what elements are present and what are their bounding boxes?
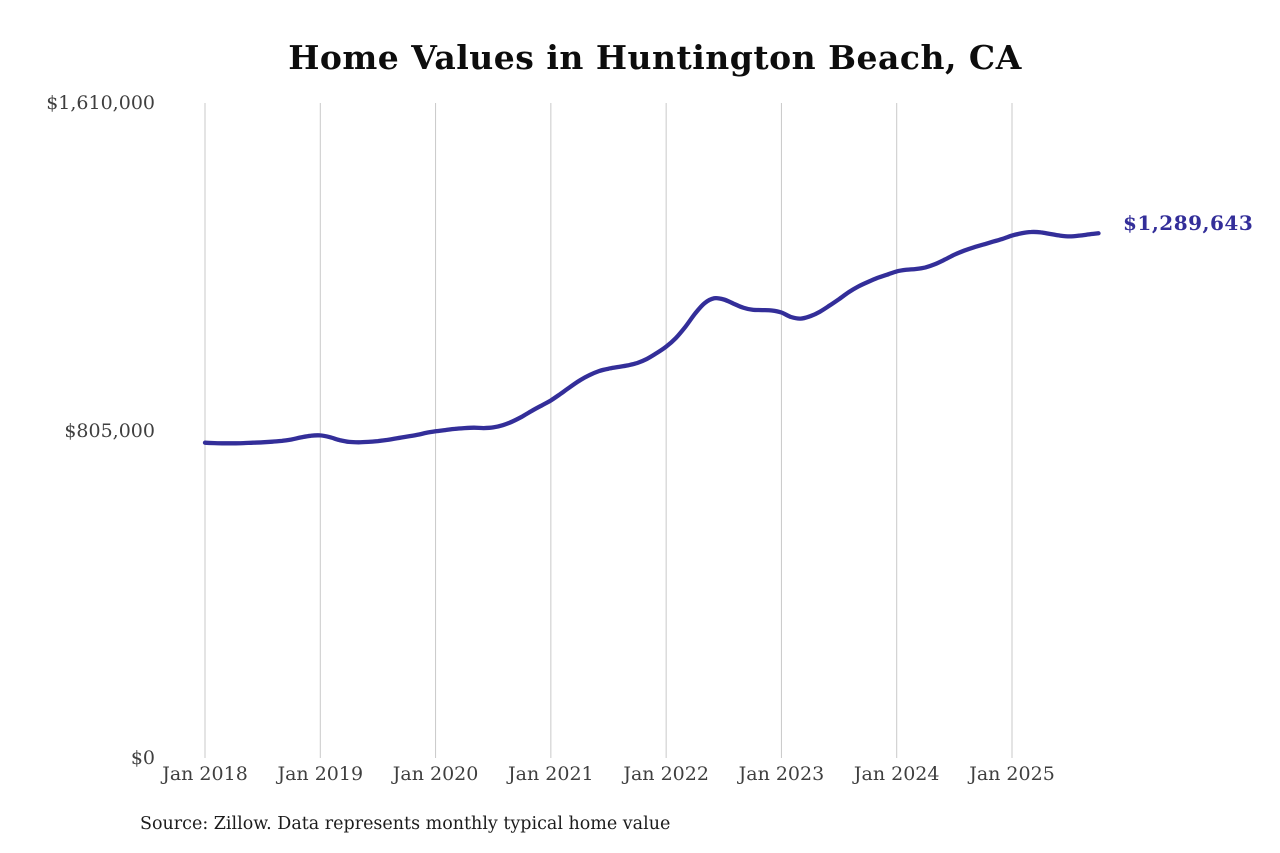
y-tick-label: $1,610,000 xyxy=(46,92,155,114)
chart-title: Home Values in Huntington Beach, CA xyxy=(288,38,1022,77)
x-tick-label: Jan 2019 xyxy=(277,763,364,785)
x-tick-label: Jan 2018 xyxy=(162,763,248,785)
x-tick-label: Jan 2020 xyxy=(392,763,479,785)
x-tick-label: Jan 2024 xyxy=(853,763,940,785)
y-tick-label: $805,000 xyxy=(64,419,155,442)
x-tick-label: Jan 2025 xyxy=(969,763,1055,785)
x-tick-label: Jan 2023 xyxy=(738,763,825,785)
home-value-series-line xyxy=(202,229,1101,446)
latest-value-label: $1,289,643 xyxy=(1123,211,1254,235)
y-tick-label: $0 xyxy=(130,747,155,769)
source-note: Source: Zillow. Data represents monthly … xyxy=(140,814,671,834)
x-tick-label: Jan 2022 xyxy=(623,763,709,785)
x-tick-label: Jan 2021 xyxy=(508,763,594,785)
